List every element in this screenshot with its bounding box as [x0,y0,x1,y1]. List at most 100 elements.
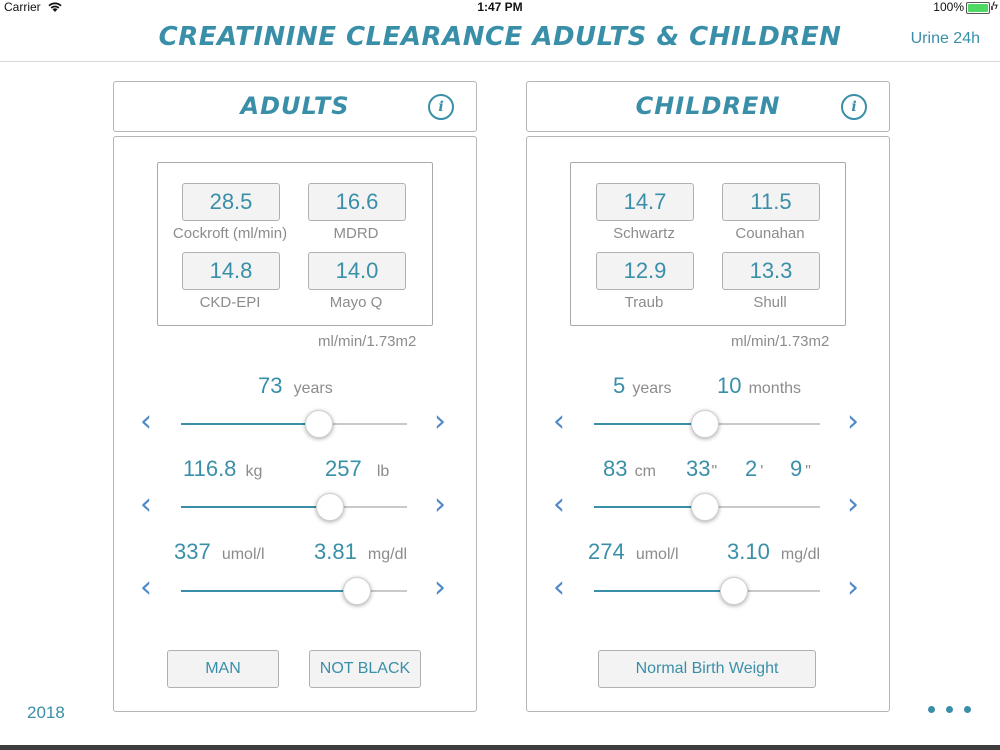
children-results-box [570,162,846,326]
children-creatinine-slider[interactable] [594,577,820,605]
mayo-q-label: Mayo Q [329,294,383,311]
adults-age-decrease-button[interactable]: ‹ [140,404,152,439]
children-height-inch-mark-2: " [805,463,811,480]
children-creatinine-mgdl-value: 3.10 [727,539,770,564]
adults-weight-lb-value: 257 [325,456,362,481]
adults-weight-slider-fill [181,506,330,508]
children-creatinine-increase-button[interactable]: › [847,570,859,605]
children-height-slider-knob[interactable] [691,493,719,521]
adults-weight-slider-knob[interactable] [316,493,344,521]
adults-age-slider[interactable] [181,410,407,438]
urine-24h-button[interactable]: Urine 24h [910,30,980,47]
schwartz-label: Schwartz [613,225,675,242]
children-creatinine-slider-knob[interactable] [720,577,748,605]
children-creatinine-decrease-button[interactable]: ‹ [553,570,565,605]
children-creatinine-mgdl-readout: 3.10 mg/dl [727,539,820,565]
children-height-cm-value: 83 [603,456,628,481]
adults-unit-note: ml/min/1.73m2 [318,333,417,350]
counahan-label: Counahan [735,225,805,242]
app-title: CREATININE CLEARANCE ADULTS & CHILDREN [158,22,842,52]
birth-weight-toggle-button[interactable]: Normal Birth Weight [598,650,816,688]
adults-header: ADULTS i [113,81,477,132]
adults-creatinine-increase-button[interactable]: › [434,570,446,605]
wifi-icon [48,2,62,12]
children-info-icon[interactable]: i [841,94,867,120]
children-creatinine-mgdl-unit: mg/dl [780,546,821,563]
children-height-inches-readout: 9 " [790,456,811,482]
counahan-result: 11.5 [722,183,820,221]
children-height-inches-total-value: 33 [686,456,711,481]
children-height-inch-mark: " [711,463,718,480]
bottom-bar [0,745,1000,750]
shull-label: Shull [753,294,787,311]
race-toggle-button[interactable]: NOT BLACK [309,650,421,688]
children-height-cm-readout: 83 cm [603,456,656,482]
children-age-increase-button[interactable]: › [847,404,859,439]
status-bar: Carrier 1:47 PM 100% ϟ [0,0,1000,16]
adults-age-slider-knob[interactable] [305,410,333,438]
adults-weight-kg-unit: kg [245,463,263,480]
adults-weight-increase-button[interactable]: › [434,487,446,522]
cockroft-label: Cockroft (ml/min) [172,225,288,242]
more-options-icon[interactable] [928,706,974,714]
children-age-years-unit: years [632,380,672,397]
adults-creatinine-slider-knob[interactable] [343,577,371,605]
mdrd-label: MDRD [333,225,379,242]
adults-results-box [157,162,433,326]
children-age-months-unit: months [748,380,802,397]
children-age-decrease-button[interactable]: ‹ [553,404,565,439]
adults-weight-kg-readout: 116.8 kg [183,456,262,482]
children-creatinine-umol-readout: 274 umol/l [588,539,679,565]
mdrd-result: 16.6 [308,183,406,221]
adults-creatinine-mgdl-value: 3.81 [314,539,357,564]
adults-creatinine-mgdl-readout: 3.81 mg/dl [314,539,407,565]
adults-weight-decrease-button[interactable]: ‹ [140,487,152,522]
ckd-epi-result: 14.8 [182,252,280,290]
children-age-years-value: 5 [613,373,626,398]
children-height-slider-fill [594,506,705,508]
adults-creatinine-decrease-button[interactable]: ‹ [140,570,152,605]
adults-age-slider-fill [181,423,319,425]
adults-creatinine-umol-readout: 337 umol/l [174,539,265,565]
adults-age-increase-button[interactable]: › [434,404,446,439]
traub-result: 12.9 [596,252,694,290]
shull-result: 13.3 [722,252,820,290]
children-title: CHILDREN [635,92,781,120]
mayo-q-result: 14.0 [308,252,406,290]
sex-toggle-button[interactable]: MAN [167,650,279,688]
adults-creatinine-slider-fill [181,590,357,592]
battery-percent: 100% [933,0,964,14]
children-height-inches-value: 9 [790,456,803,481]
adults-weight-slider[interactable] [181,493,407,521]
children-age-months-readout: 10 months [717,373,801,399]
children-creatinine-umol-value: 274 [588,539,625,564]
adults-creatinine-slider[interactable] [181,577,407,605]
ckd-epi-label: CKD-EPI [199,294,261,311]
adults-info-icon[interactable]: i [428,94,454,120]
children-height-inches-total-readout: 33" [686,456,717,482]
children-creatinine-slider-fill [594,590,734,592]
children-unit-note: ml/min/1.73m2 [731,333,830,350]
status-time: 1:47 PM [477,0,523,14]
children-age-slider-fill [594,423,705,425]
children-age-slider[interactable] [594,410,820,438]
children-height-increase-button[interactable]: › [847,487,859,522]
adults-creatinine-umol-unit: umol/l [221,546,265,563]
adults-age-value: 73 [258,373,283,398]
battery-icon [966,2,993,14]
charging-icon: ϟ [992,0,998,12]
children-height-slider[interactable] [594,493,820,521]
children-header: CHILDREN i [526,81,890,132]
adults-weight-lb-unit: lb [376,463,390,480]
adults-creatinine-umol-value: 337 [174,539,211,564]
adults-creatinine-mgdl-unit: mg/dl [367,546,408,563]
children-height-foot-mark: ' [760,463,764,480]
children-height-decrease-button[interactable]: ‹ [553,487,565,522]
children-height-feet-readout: 2 ' [745,456,763,482]
adults-weight-kg-value: 116.8 [183,456,237,481]
adults-weight-lb-readout: 257 lb [325,456,389,482]
carrier-label: Carrier [4,0,41,14]
traub-label: Traub [624,294,664,311]
children-height-cm-unit: cm [634,463,656,480]
children-age-slider-knob[interactable] [691,410,719,438]
